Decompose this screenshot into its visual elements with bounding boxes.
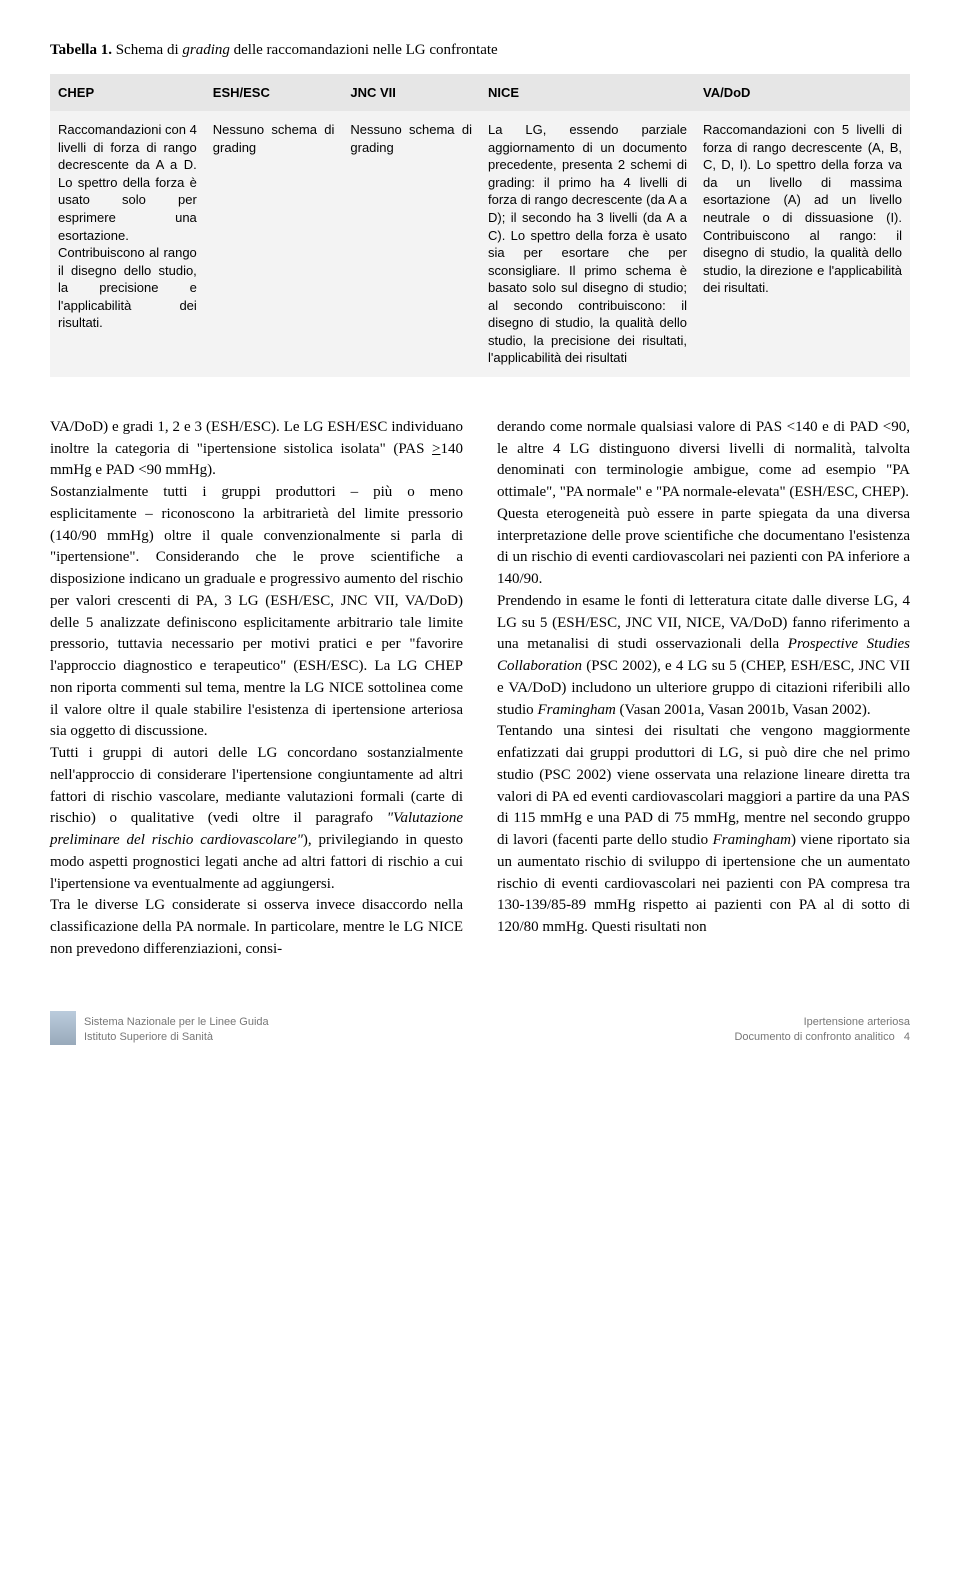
th-eshesc: ESH/ESC (205, 74, 343, 112)
th-vadod: VA/DoD (695, 74, 910, 112)
footer-org1: Sistema Nazionale per le Linee Guida (84, 1015, 269, 1030)
para: Questa eterogeneità può essere in parte … (497, 504, 910, 591)
para: Tutti i gruppi di autori delle LG concor… (50, 743, 463, 895)
th-jncvii: JNC VII (342, 74, 480, 112)
table-caption: Tabella 1. Schema di grading delle racco… (50, 40, 910, 62)
th-nice: NICE (480, 74, 695, 112)
th-chep: CHEP (50, 74, 205, 112)
td-nice: La LG, essendo parziale aggiornamento di… (480, 111, 695, 377)
caption-bold: Tabella 1. (50, 42, 112, 58)
footer-left: Sistema Nazionale per le Linee Guida Ist… (50, 1011, 269, 1045)
column-left: VA/DoD) e gradi 1, 2 e 3 (ESH/ESC). Le L… (50, 417, 463, 961)
td-jncvii: Nessuno schema di grading (342, 111, 480, 377)
footer-doc-title: Ipertensione arteriosa (734, 1015, 910, 1030)
para: VA/DoD) e gradi 1, 2 e 3 (ESH/ESC). Le L… (50, 417, 463, 482)
footer-right: Ipertensione arteriosa Documento di conf… (734, 1015, 910, 1045)
body-columns: VA/DoD) e gradi 1, 2 e 3 (ESH/ESC). Le L… (50, 417, 910, 961)
page-footer: Sistema Nazionale per le Linee Guida Ist… (50, 1011, 910, 1045)
td-eshesc: Nessuno schema di grading (205, 111, 343, 377)
td-chep: Raccomandazioni con 4 livelli di forza d… (50, 111, 205, 377)
para: Sostanzialmente tutti i gruppi produttor… (50, 482, 463, 743)
para: Prendendo in esame le fonti di letteratu… (497, 591, 910, 722)
td-vadod: Raccomandazioni con 5 livelli di forza d… (695, 111, 910, 377)
para: Tra le diverse LG considerate si osserva… (50, 895, 463, 960)
snlg-logo-icon (50, 1011, 76, 1045)
grading-table: CHEP ESH/ESC JNC VII NICE VA/DoD Raccoma… (50, 74, 910, 377)
column-right: derando come normale qualsiasi valore di… (497, 417, 910, 961)
page-number: 4 (904, 1031, 910, 1043)
para: derando come normale qualsiasi valore di… (497, 417, 910, 504)
footer-org2: Istituto Superiore di Sanità (84, 1030, 269, 1045)
footer-doc-sub: Documento di confronto analitico 4 (734, 1030, 910, 1045)
para: Tentando una sintesi dei risultati che v… (497, 721, 910, 939)
